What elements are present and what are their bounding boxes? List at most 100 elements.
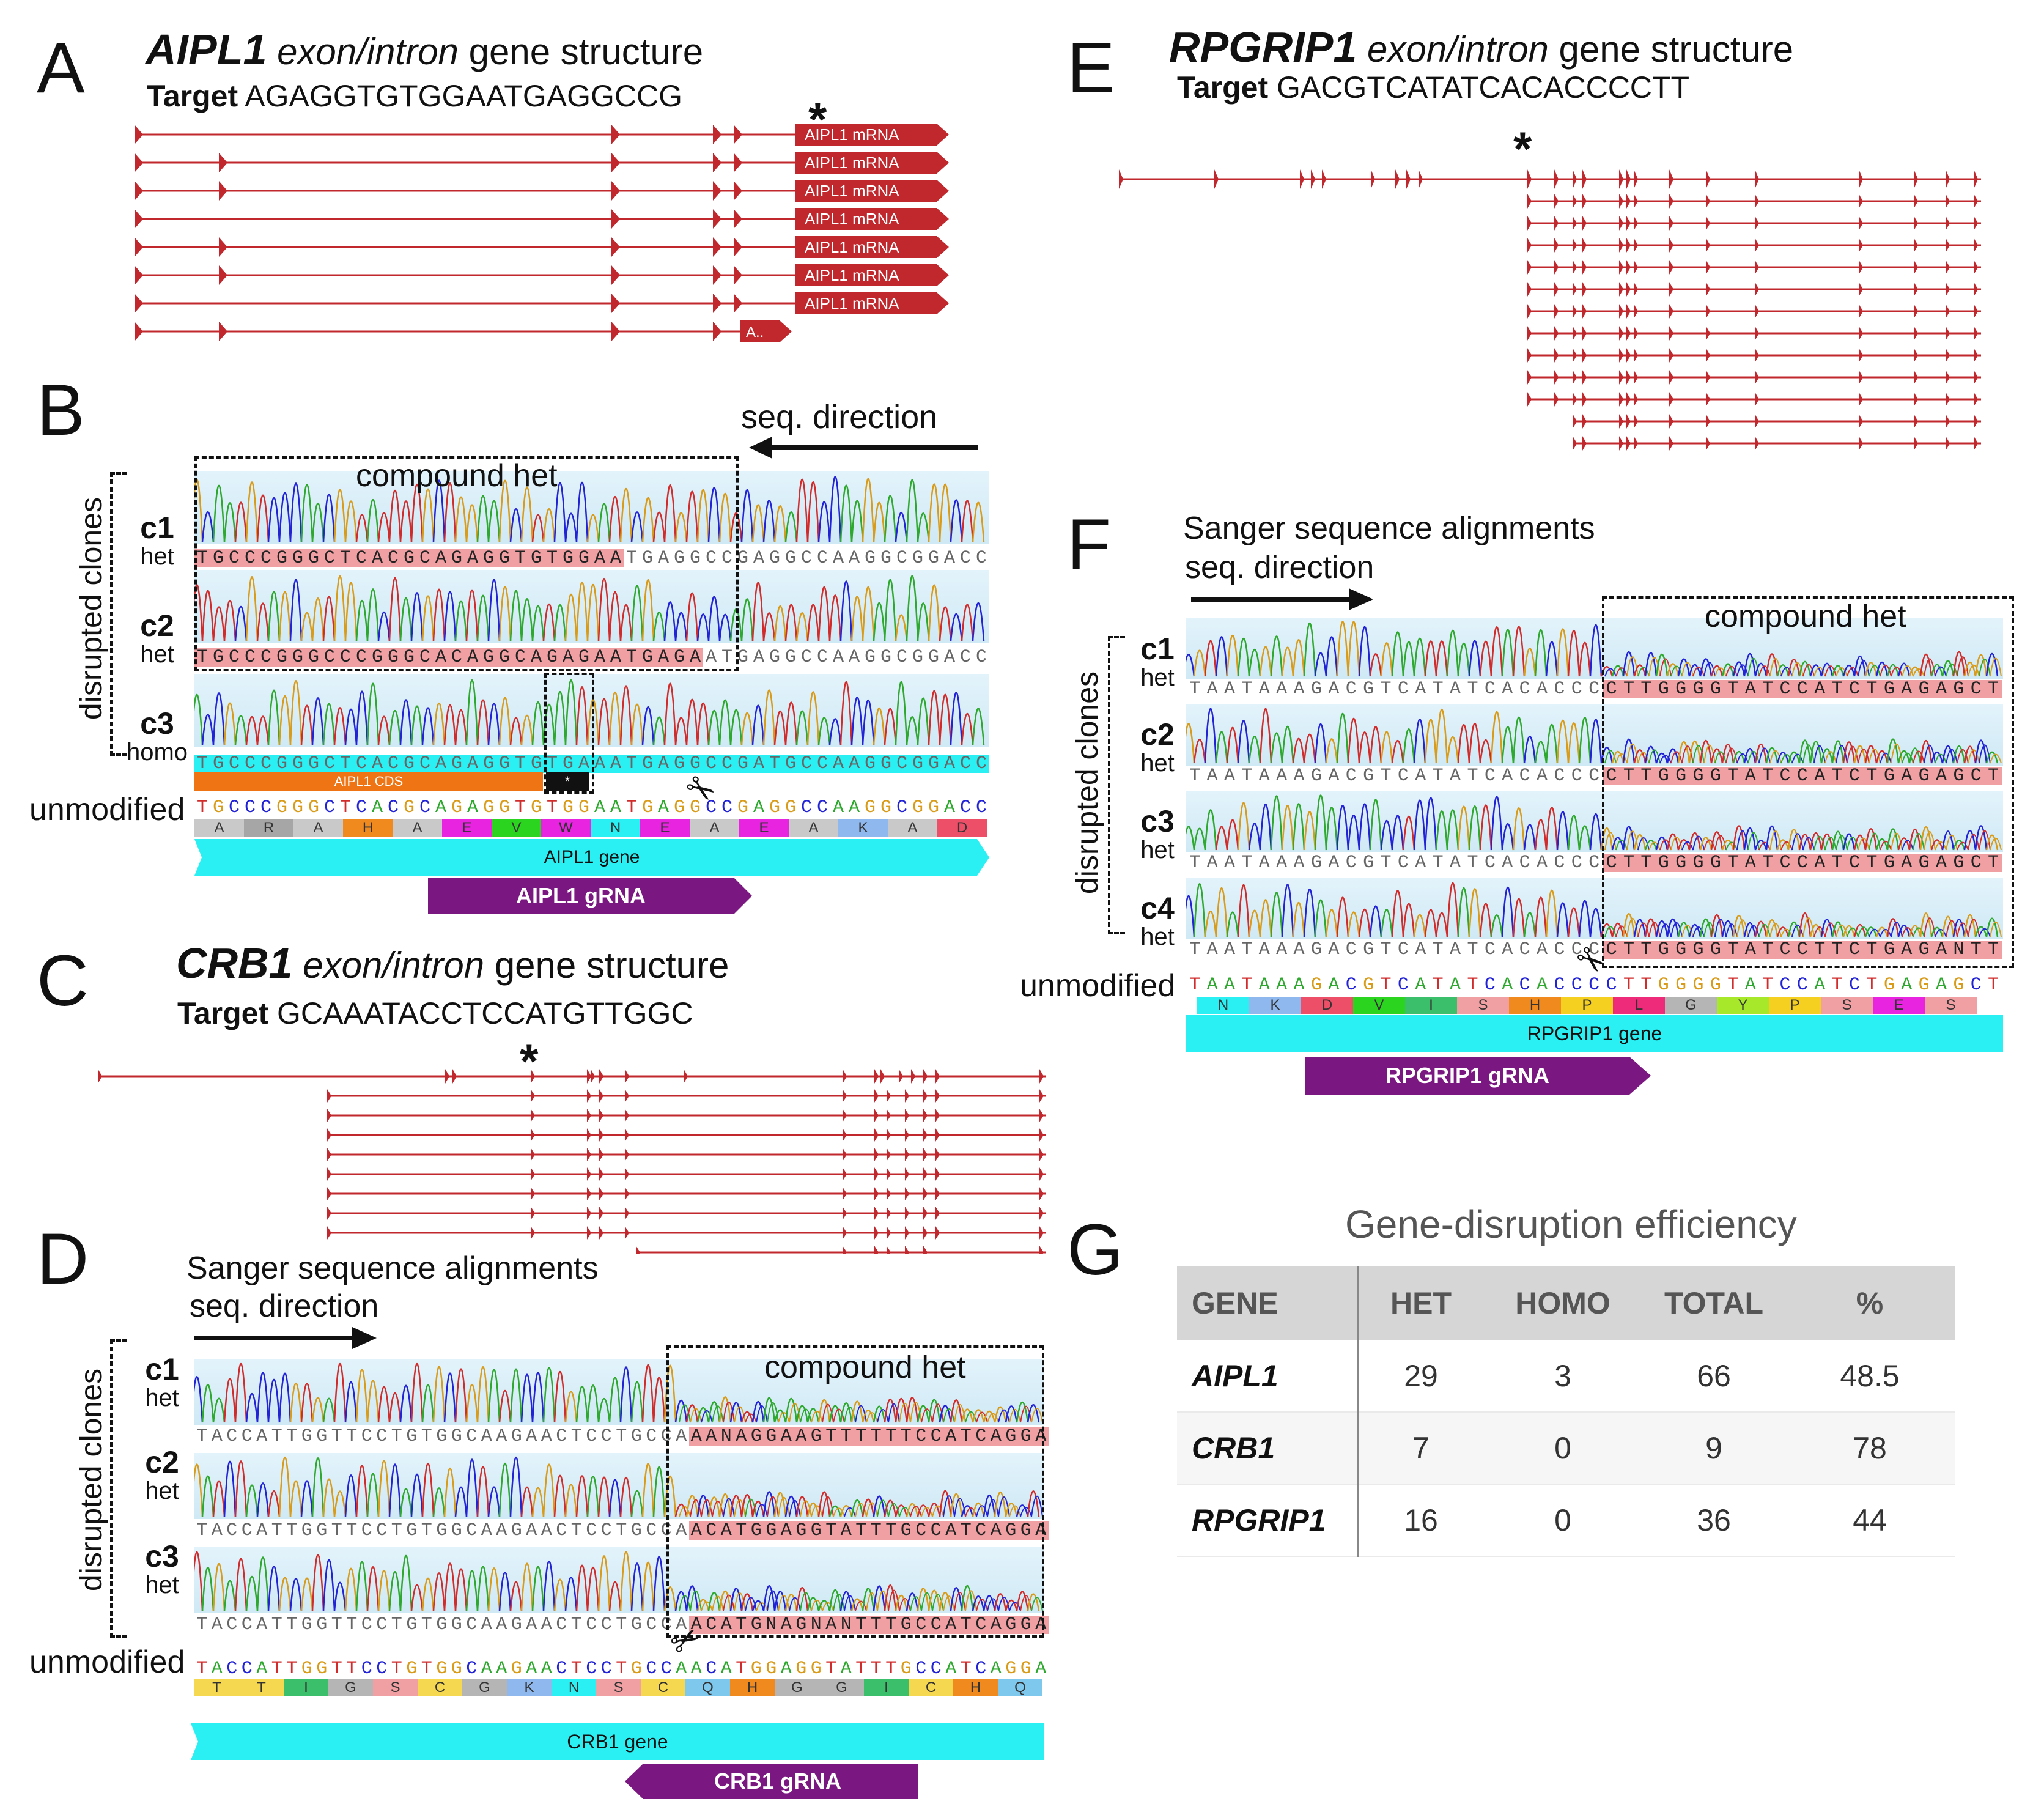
exon-mark — [1619, 326, 1623, 341]
base: T — [884, 1521, 899, 1540]
trace-peak — [1791, 924, 1804, 937]
trace-peak — [1765, 919, 1779, 937]
base: T — [331, 1520, 342, 1541]
trace-peak — [586, 1566, 600, 1611]
base: T — [1380, 975, 1392, 996]
trace-peak — [1446, 882, 1459, 937]
trace-peak — [498, 697, 512, 745]
mrna-label: AIPL1 mRNA — [805, 294, 899, 312]
trace-peak — [542, 1463, 556, 1517]
trace-peak — [1946, 834, 1958, 851]
trace-peak — [1424, 719, 1437, 764]
disrupted-bracket — [1108, 636, 1125, 934]
base: A — [211, 1426, 223, 1447]
trace-peak — [1875, 838, 1889, 851]
base: T — [544, 549, 560, 567]
trace-peak — [564, 1577, 578, 1611]
trace-peak — [899, 1507, 911, 1517]
base: A — [256, 1520, 268, 1541]
base: T — [1189, 852, 1201, 873]
base: T — [960, 1658, 972, 1679]
trace-peak — [795, 710, 809, 745]
base: G — [1310, 766, 1322, 786]
base: A — [1206, 975, 1218, 996]
cell-percent: 48.5 — [1785, 1340, 1955, 1413]
trace-peak — [1204, 809, 1217, 851]
base: C — [586, 1658, 597, 1679]
base: C — [1793, 767, 1812, 785]
trace-peak — [1016, 1504, 1029, 1517]
exon-mark — [874, 1187, 879, 1200]
target-label: Target — [147, 79, 238, 113]
base: C — [244, 753, 256, 774]
trace-peak — [366, 498, 380, 542]
chromatogram — [1186, 704, 2003, 766]
trace-peak — [1027, 1593, 1040, 1611]
exon-mark — [923, 1226, 928, 1240]
trace-peak — [1402, 641, 1415, 677]
trace-peak — [652, 716, 666, 745]
trace-peak — [377, 1569, 391, 1611]
base: G — [1706, 767, 1725, 785]
trace-peak — [1758, 665, 1771, 677]
trace-peak — [663, 601, 677, 641]
trace-peak — [932, 1403, 944, 1423]
exon-mark — [935, 1148, 940, 1161]
trace-peak — [1787, 829, 1801, 851]
base: G — [1310, 852, 1322, 873]
exon-mark — [1039, 1187, 1044, 1200]
trace-peak — [873, 501, 886, 542]
base: G — [481, 648, 496, 667]
trace-peak — [1435, 708, 1448, 764]
trace-peak — [784, 511, 798, 542]
trace-peak — [410, 1473, 424, 1517]
trace-peak — [795, 1587, 809, 1611]
chromatogram — [194, 1547, 1044, 1613]
trace-peak — [1699, 658, 1713, 677]
clone-zygosity: het — [145, 1384, 179, 1411]
trace-peak — [1824, 837, 1837, 851]
rpgrip1-grna-bar — [1305, 1057, 1651, 1095]
base: C — [800, 548, 812, 569]
base: G — [630, 1426, 642, 1447]
base: C — [1845, 767, 1864, 785]
disrupted-clones-label: disrupted clones — [1070, 671, 1104, 895]
base: A — [1293, 679, 1305, 700]
exon-mark — [1582, 348, 1587, 363]
trace-peak — [855, 1600, 867, 1611]
clone-label: c3 het — [1124, 806, 1191, 862]
trace-peak — [1952, 840, 1966, 851]
base: G — [562, 753, 574, 774]
trace-peak — [873, 1405, 886, 1423]
trace-peak — [1908, 828, 1922, 851]
mrna-block — [795, 236, 949, 258]
trace-peak — [300, 484, 314, 542]
exon-mark — [1669, 169, 1673, 189]
trace-peak — [756, 1405, 768, 1423]
trace-peak — [564, 679, 578, 745]
trace-peak — [1501, 726, 1515, 764]
trace-peak — [685, 1585, 699, 1611]
trace-peak — [476, 1366, 490, 1423]
trace-peak — [674, 1503, 688, 1517]
trace-peak — [1732, 661, 1746, 677]
base: G — [769, 647, 780, 668]
trace-peak — [1681, 745, 1694, 764]
base: C — [1967, 767, 1985, 785]
title-gene-structure: gene structure — [1559, 29, 1794, 70]
base: C — [466, 1658, 478, 1679]
base: C — [241, 1658, 253, 1679]
trace-peak — [608, 1377, 622, 1423]
trace-peak — [1824, 751, 1837, 764]
base: A — [688, 1521, 704, 1540]
trace-peak — [1644, 918, 1658, 937]
exon-mark — [905, 1109, 909, 1122]
trace-peak — [1985, 653, 1999, 677]
trace-peak — [795, 1405, 809, 1423]
trace-peak — [961, 1408, 974, 1423]
base: C — [322, 648, 338, 667]
exon-mark — [1706, 414, 1710, 429]
trace-peak — [1765, 747, 1779, 764]
trace-peak — [1692, 926, 1705, 937]
trace-peak — [1615, 667, 1628, 677]
